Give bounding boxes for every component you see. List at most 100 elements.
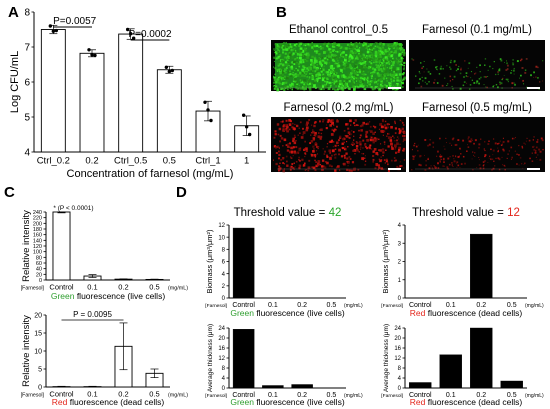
micrograph-speckle <box>314 143 318 146</box>
significance-annotation: * (P < 0.0001) <box>53 205 93 212</box>
micrograph-speckle <box>380 73 383 76</box>
micrograph-speckle <box>382 134 384 136</box>
x-tick-label: 0.1 <box>87 283 97 292</box>
micrograph-speckle <box>292 167 295 170</box>
micrograph-speckle <box>290 65 293 68</box>
micrograph-speckle <box>391 86 394 88</box>
bar-control <box>52 211 71 281</box>
micrograph-speckle <box>380 81 383 84</box>
micrograph-speckle <box>354 73 357 76</box>
micrograph-speckle <box>537 66 539 69</box>
micrograph-speckle <box>352 131 355 133</box>
micrograph-speckle <box>412 155 415 158</box>
x-tick-label: Control <box>232 392 255 399</box>
micrograph-speckle <box>286 164 289 167</box>
data-point <box>48 24 53 28</box>
micrograph-speckle <box>492 167 495 170</box>
micrograph-speckle <box>440 155 443 158</box>
micrograph-speckle <box>387 169 390 172</box>
micrograph-speckle <box>316 44 319 47</box>
micrograph-speckle <box>280 75 283 78</box>
micrograph-speckle <box>302 42 304 44</box>
micrograph-speckle <box>384 85 386 88</box>
micrograph-speckle <box>311 132 313 134</box>
micrograph-speckle <box>358 61 361 63</box>
micrograph-speckle <box>359 76 363 80</box>
micrograph-speckle <box>291 82 293 84</box>
micrograph-speckle <box>326 44 329 47</box>
micrograph-speckle <box>497 150 499 153</box>
micrograph-speckle <box>499 83 501 86</box>
micrograph-speckle <box>398 128 401 131</box>
panel-letter-c: C <box>4 184 15 201</box>
micrograph-speckle <box>387 126 389 129</box>
micrograph-speckle <box>311 73 313 75</box>
micrograph-speckle <box>323 153 326 155</box>
micrograph-speckle <box>290 57 292 59</box>
micrograph-speckle <box>374 50 378 54</box>
micrograph-speckle <box>348 156 351 158</box>
micrograph-speckle <box>291 57 294 60</box>
micrograph-speckle <box>401 127 405 131</box>
micrograph-speckle <box>349 133 352 136</box>
micrograph-speckle <box>344 135 346 137</box>
x-tick-label: 0.5 <box>327 392 337 399</box>
micrograph-speckle <box>381 87 384 90</box>
micrograph-speckle <box>340 86 344 90</box>
micrograph-speckle <box>371 59 373 62</box>
micrograph-speckle <box>352 53 355 56</box>
micrograph-speckle <box>433 165 435 167</box>
micrograph-speckle <box>352 45 356 49</box>
x-axis-title-rest: fluorescence (live cells) <box>254 397 345 407</box>
micrograph-speckle <box>303 74 306 78</box>
micrograph-speckle <box>530 74 532 77</box>
micrograph-speckle <box>459 147 461 150</box>
micrograph-speckle <box>295 124 299 128</box>
micrograph-speckle <box>460 152 462 155</box>
micrograph-speckle <box>349 65 352 69</box>
micrograph-speckle <box>312 137 316 140</box>
micrograph-speckle <box>402 53 406 57</box>
farnesol-prefix-label: [Farnesol] <box>205 393 227 399</box>
micrograph-speckle <box>320 168 324 171</box>
micrograph-speckle <box>464 60 466 62</box>
y-tick-label: 20 <box>34 312 42 319</box>
micrograph-speckle <box>368 57 371 61</box>
micrograph-speckle <box>340 85 344 89</box>
micrograph-speckle <box>343 154 346 157</box>
data-point <box>54 28 59 33</box>
micrograph-speckle <box>342 85 344 87</box>
micrograph-speckle <box>281 70 285 74</box>
micrograph-speckle <box>319 85 323 89</box>
micrograph-speckle <box>317 160 320 162</box>
micrograph-speckle <box>339 67 341 70</box>
micrograph-speckle <box>520 163 523 165</box>
micrograph-speckle <box>446 166 449 169</box>
micrograph-speckle <box>349 58 352 61</box>
micrograph-speckle <box>381 70 384 73</box>
micrograph-speckle <box>366 138 369 142</box>
micrograph-speckle <box>291 163 294 165</box>
micrograph-speckle <box>354 68 356 70</box>
micrograph-speckle <box>450 144 453 146</box>
micrograph-speckle <box>287 47 291 50</box>
micrograph-speckle <box>311 74 313 77</box>
micrograph-speckle <box>345 135 349 138</box>
micrograph-speckle <box>337 64 341 68</box>
y-tick-label: 20 <box>218 336 225 342</box>
micrograph-speckle <box>314 50 316 53</box>
micrograph-speckle <box>534 151 536 153</box>
micrograph-speckle <box>523 83 525 85</box>
micrograph-speckle <box>275 85 278 89</box>
micrograph-speckle <box>350 143 353 145</box>
micrograph-speckle <box>383 65 386 68</box>
micrograph-speckle <box>378 59 382 62</box>
micrograph-speckle <box>361 65 364 68</box>
micrograph-speckle <box>334 72 337 75</box>
micrograph-speckle <box>415 145 418 148</box>
micrograph-speckle <box>389 139 393 142</box>
y-axis-title: Relative intensity <box>21 210 32 282</box>
micrograph-speckle <box>322 73 325 76</box>
micrograph-speckle <box>281 83 284 86</box>
micrograph-speckle <box>363 61 366 64</box>
